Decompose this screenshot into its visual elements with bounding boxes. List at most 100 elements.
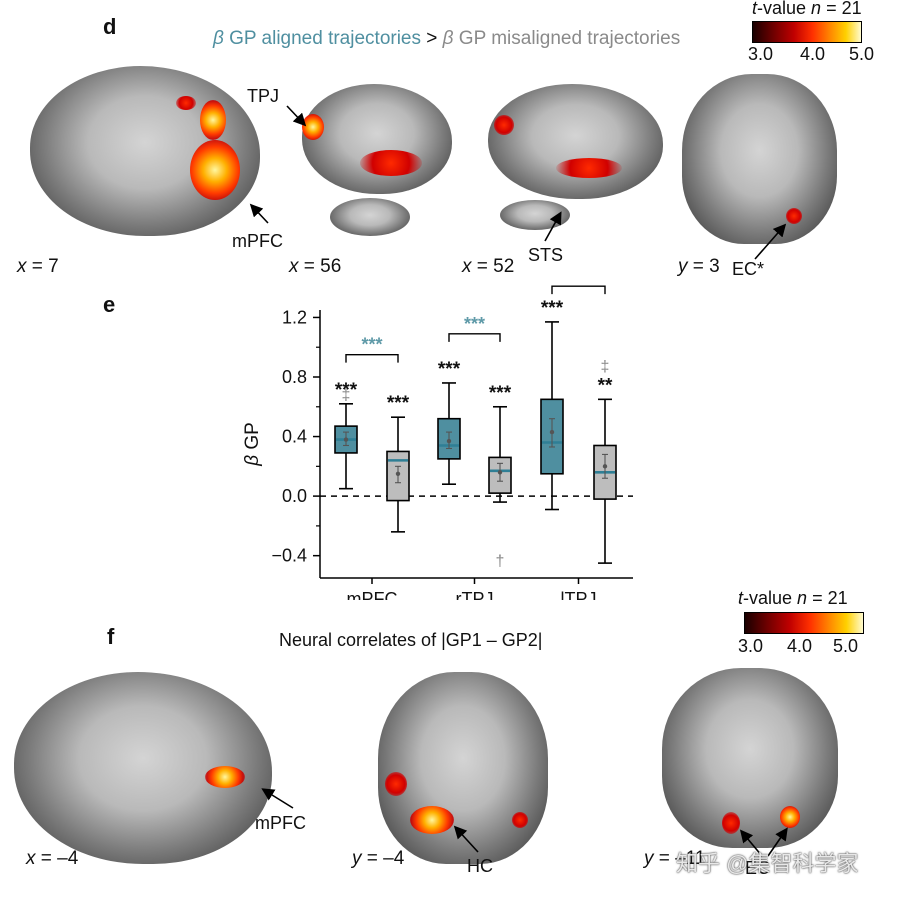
activation-hc-right xyxy=(512,812,528,828)
coord-d-1: x = 7 xyxy=(17,256,59,277)
box-chart: 1.2 0.8 0.4 0.0 −0.4 β GP mPFC *** ‡ *** *** rTPJ **… xyxy=(242,280,633,600)
cbar-label-text-f: -value xyxy=(743,588,798,608)
colorbar-label-d: t-value n = 21 xyxy=(752,0,862,19)
cbar-tick: 3.0 xyxy=(748,44,774,64)
activation-ec-left xyxy=(722,812,740,834)
label-mpfc-f: mPFC xyxy=(255,813,306,833)
title-separator: > xyxy=(421,28,443,49)
activation-hc-upper xyxy=(385,772,407,796)
mean-point xyxy=(343,437,349,442)
arrow-mpfc-d xyxy=(249,203,269,224)
y-axis-label: β GP xyxy=(242,422,263,467)
comparison-bracket xyxy=(345,353,399,363)
outlier-marker: ‡ xyxy=(601,358,610,375)
outlier-marker: † xyxy=(496,553,505,570)
comparison-significance: ** xyxy=(571,280,585,286)
activation-sts-right xyxy=(360,150,422,176)
comparison-significance: *** xyxy=(361,335,382,355)
activation-mpfc-f xyxy=(205,766,245,788)
coord-f-2: y = –4 xyxy=(352,848,405,869)
arrow-tpj xyxy=(286,105,307,127)
cbar-t: t xyxy=(752,0,758,18)
panel-f-title: Neural correlates of |GP1 – GP2| xyxy=(279,630,543,650)
title-beta-misaligned: β xyxy=(442,28,454,49)
significance-label: *** xyxy=(438,359,461,380)
brain-coronal-ec-f xyxy=(662,668,838,848)
panel-f-letter: f xyxy=(107,624,115,649)
activation-ec-right xyxy=(780,806,800,828)
cbar-tick: 4.0 xyxy=(800,44,826,64)
comparison-bracket xyxy=(551,285,606,295)
significance-label: *** xyxy=(541,298,564,319)
mean-point xyxy=(549,429,555,435)
arrow-ec-d xyxy=(754,223,787,260)
panel-d-letter: d xyxy=(103,14,117,39)
mean-point xyxy=(602,464,608,469)
activation-sts-left xyxy=(556,158,622,178)
arrow-sts xyxy=(544,211,562,242)
brain-sagittal-ltpj xyxy=(488,84,663,199)
mean-point xyxy=(497,470,503,475)
colorbar-label-f: t-value n = 21 xyxy=(738,588,848,609)
title-beta-aligned: β xyxy=(213,28,224,49)
significance-label: ** xyxy=(598,375,613,396)
mean-point xyxy=(446,438,452,444)
significance-label: *** xyxy=(489,383,512,404)
arrow-ec-right xyxy=(767,827,788,857)
y-tick-label: 0.8 xyxy=(282,367,307,387)
y-tick-label: 0.4 xyxy=(282,427,307,447)
label-ec-f: EC xyxy=(745,858,771,878)
panel-e-letter: e xyxy=(103,292,116,317)
cbar-tick: 5.0 xyxy=(833,636,859,656)
cbar-n: n xyxy=(811,0,822,18)
activation-tpj-left xyxy=(494,115,514,135)
mean-point xyxy=(395,471,401,476)
watermark: 知乎 @集智科学家 xyxy=(676,851,859,876)
activation-dorsal xyxy=(200,100,226,140)
label-mpfc-d: mPFC xyxy=(232,231,283,251)
title-aligned: GP aligned trajectories xyxy=(223,28,422,49)
coord-d-3: x = 52 xyxy=(462,256,515,277)
cbar-tick: 3.0 xyxy=(738,636,764,656)
coord-f-1: x = –4 xyxy=(26,848,79,869)
arrow-mpfc-f xyxy=(261,788,294,809)
comparison-bracket xyxy=(448,333,501,342)
cbar-t-f: t xyxy=(738,588,744,608)
arrow-ec-left xyxy=(739,829,763,857)
cbar-label-text: -value xyxy=(757,0,812,18)
y-tick-label: −0.4 xyxy=(271,546,307,566)
label-tpj: TPJ xyxy=(247,86,280,106)
outlier-marker: ‡ xyxy=(342,387,351,404)
coord-d-2: x = 56 xyxy=(289,256,342,277)
coord-d-4: y = 3 xyxy=(678,256,720,277)
y-tick-label: 1.2 xyxy=(282,307,307,327)
x-tick-label: lTPJ xyxy=(561,589,597,600)
activation-hc xyxy=(410,806,454,834)
arrow-hc xyxy=(453,825,479,853)
brain-sagittal-rtpj xyxy=(302,84,452,194)
cbar-eq: = 21 xyxy=(821,0,862,18)
x-tick-label: mPFC xyxy=(347,589,398,600)
activation-ec xyxy=(786,208,802,224)
brain-coronal-ec xyxy=(682,74,837,244)
title-misaligned: GP misaligned trajectories xyxy=(453,28,681,49)
colorbar-f xyxy=(744,612,864,634)
cbar-tick: 5.0 xyxy=(849,44,875,64)
cbar-tick: 4.0 xyxy=(787,636,813,656)
comparison-significance: *** xyxy=(464,314,485,334)
panel-d-title: β GP aligned trajectories > β GP misalig… xyxy=(213,28,680,50)
label-sts: STS xyxy=(528,245,564,265)
cbar-eq-f: = 21 xyxy=(807,588,848,608)
x-tick-label: rTPJ xyxy=(456,589,494,600)
activation-mpfc xyxy=(190,140,240,200)
label-hc: HC xyxy=(467,856,493,876)
activation-dorsal-small xyxy=(176,96,196,110)
arrows-d xyxy=(249,105,787,260)
cbar-n-f: n xyxy=(797,588,808,608)
significance-label: *** xyxy=(387,393,410,414)
brain-sagittal-temporal xyxy=(330,198,410,236)
coord-f-3: y = –11 xyxy=(644,848,706,869)
y-tick-label: 0.0 xyxy=(282,486,307,506)
activation-tpj-right xyxy=(302,114,324,140)
